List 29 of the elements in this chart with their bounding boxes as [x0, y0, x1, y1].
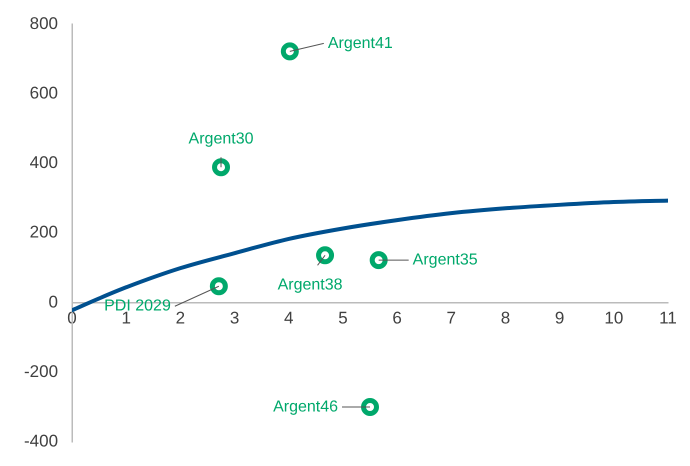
x-tick-label: 4: [284, 308, 294, 328]
y-tick-label: -200: [24, 362, 58, 381]
x-tick-label: 11: [659, 308, 677, 328]
point: [316, 246, 334, 264]
x-tick-label: 5: [338, 308, 348, 328]
annotation: Argent35: [412, 252, 478, 269]
y-tick-label: 200: [30, 222, 58, 242]
point: [212, 158, 230, 176]
line-series: [72, 198, 668, 312]
x-tick-label: 6: [392, 308, 402, 328]
y-tick-label: 800: [30, 14, 58, 33]
x-tick-label: 8: [500, 308, 510, 328]
point: [280, 42, 299, 60]
point: [370, 251, 388, 270]
y-tick-label: 400: [30, 153, 58, 172]
annotation: Argent41: [328, 34, 393, 52]
y-tick-label: 0: [48, 292, 58, 312]
annotation: Argent46: [273, 398, 338, 416]
point: [210, 277, 228, 296]
x-tick-label: 9: [554, 308, 564, 328]
point: [361, 398, 380, 416]
y-tick-label: -400: [24, 431, 58, 450]
y-tick-label: 600: [30, 83, 58, 102]
annotation: Argent30: [188, 130, 254, 148]
x-tick-label: 10: [604, 308, 624, 328]
x-tick-label: 2: [176, 308, 186, 328]
x-tick-label: 3: [230, 308, 240, 328]
x-tick-label: 7: [446, 308, 456, 328]
annotation: Argent38: [278, 276, 343, 294]
